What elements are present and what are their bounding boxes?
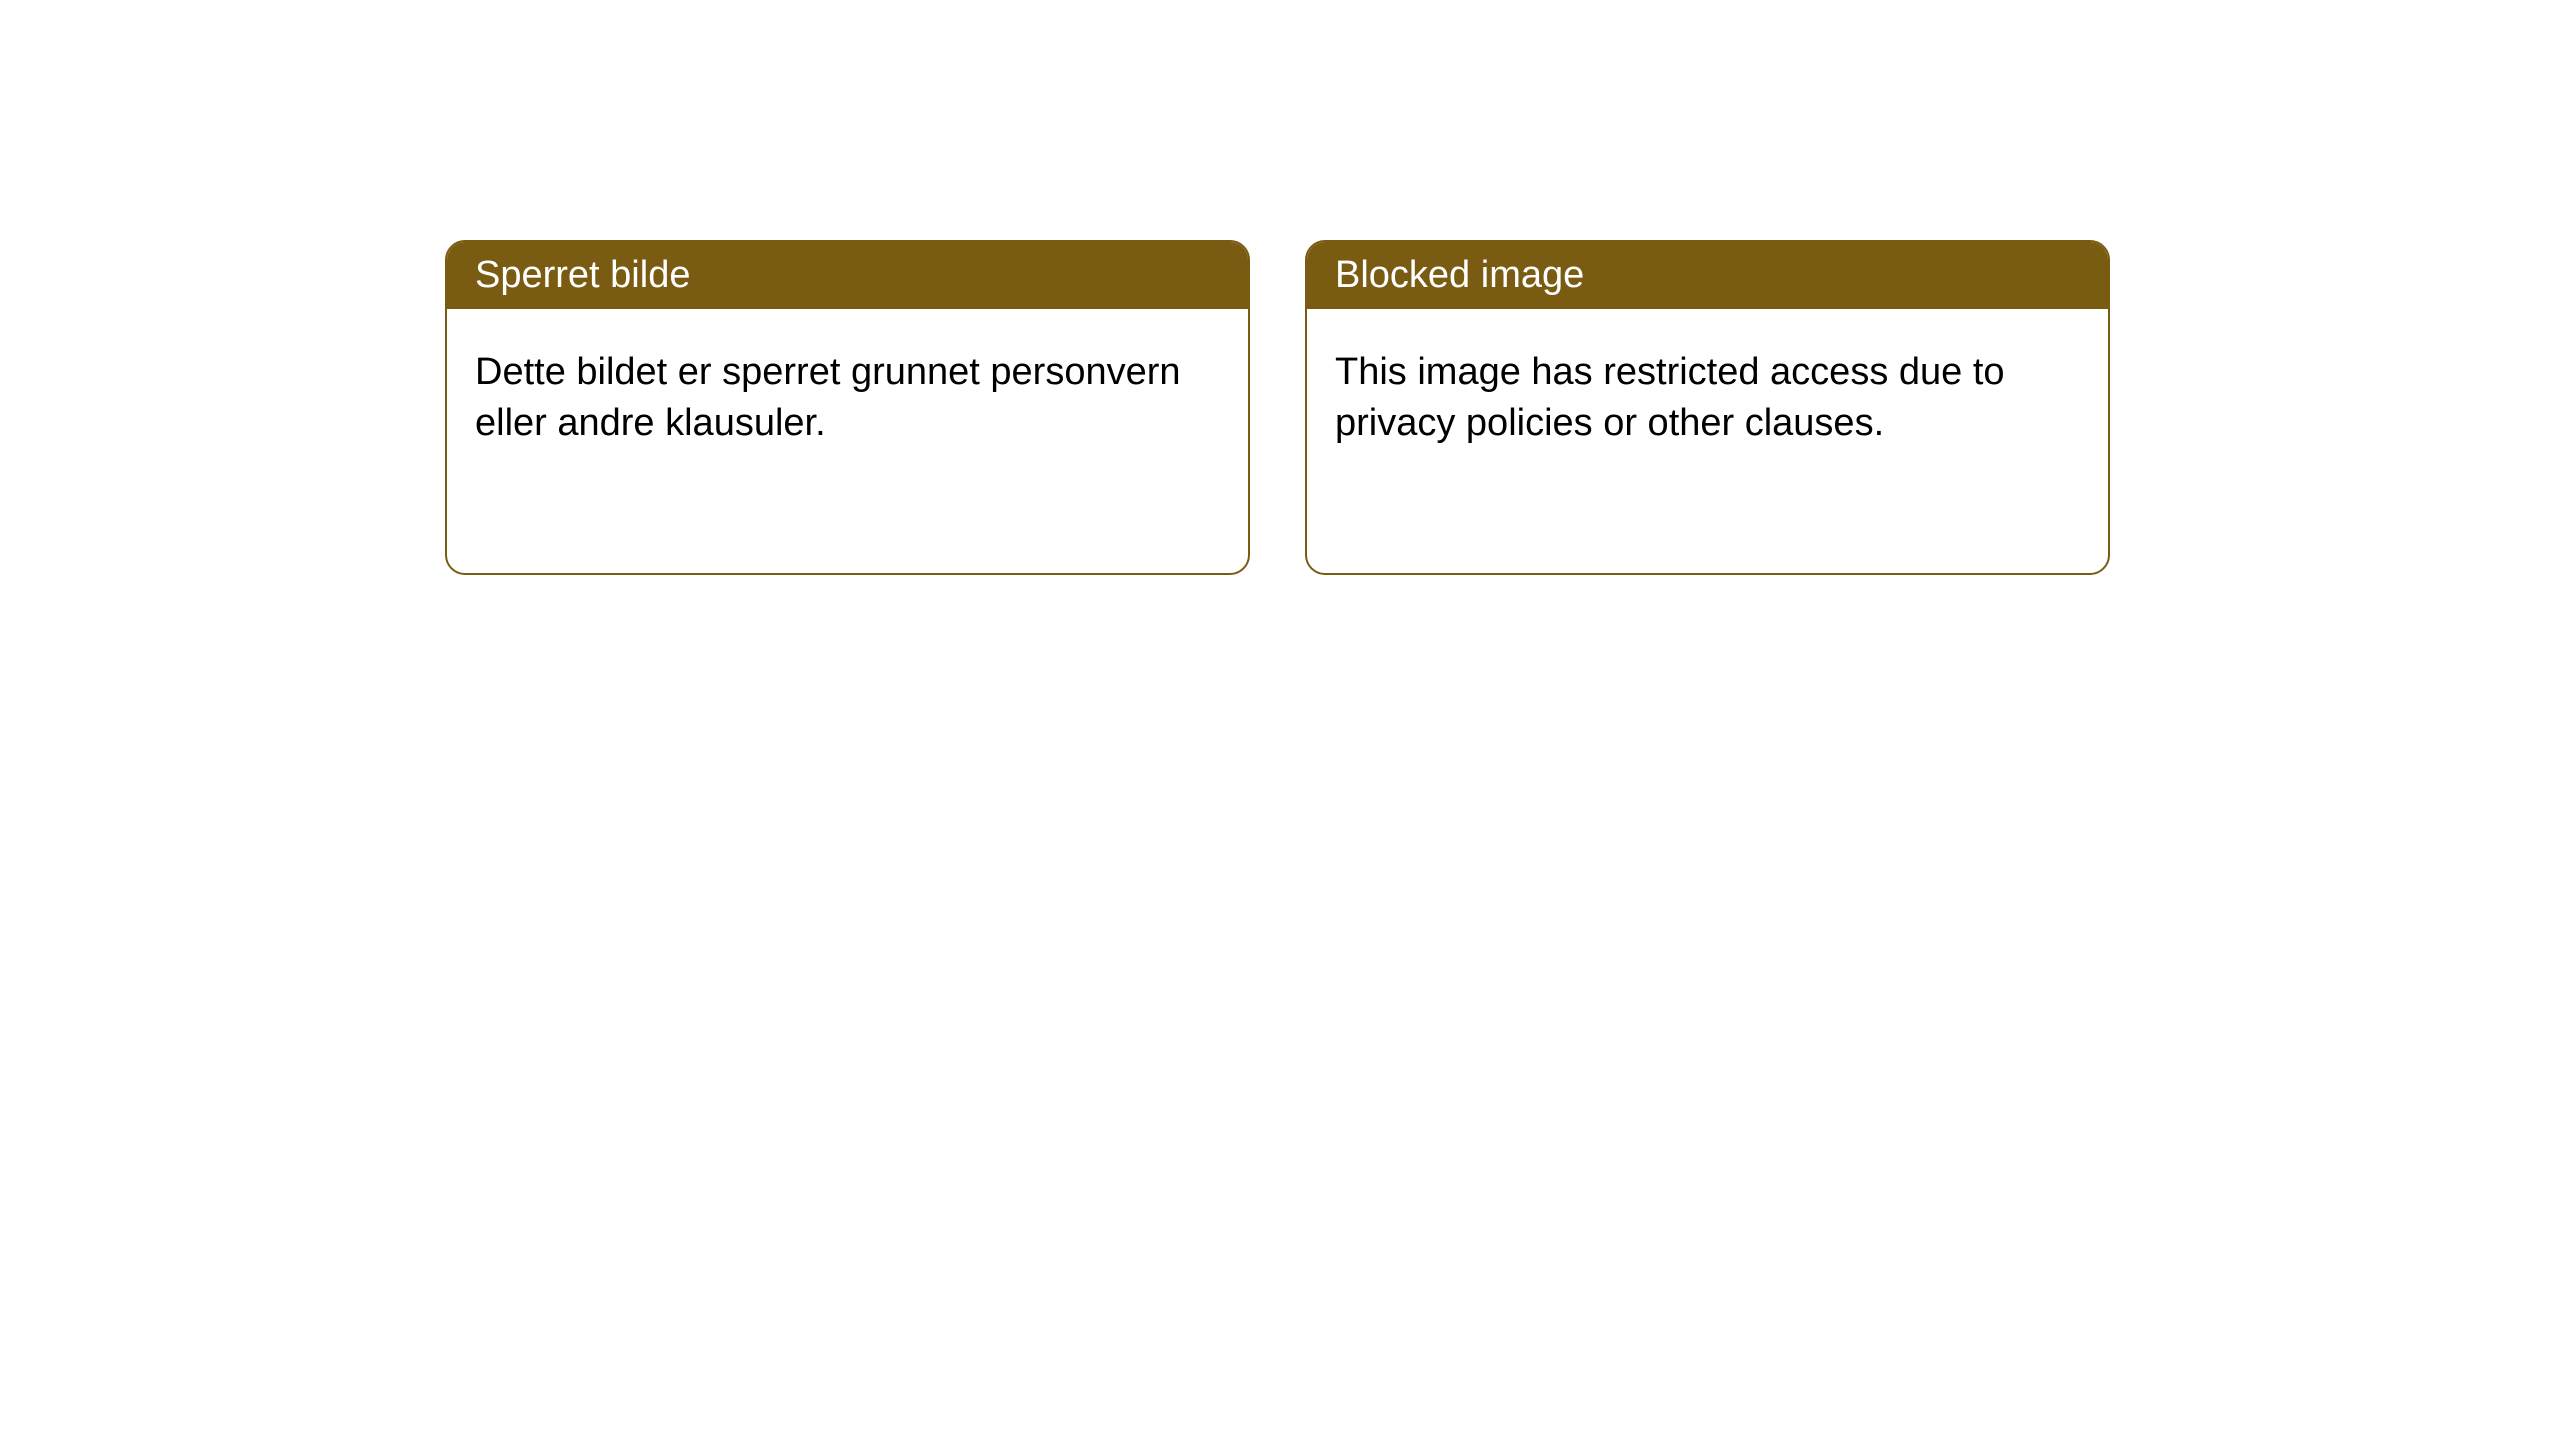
card-body-no: Dette bildet er sperret grunnet personve… <box>447 309 1248 488</box>
card-title-no: Sperret bilde <box>447 242 1248 309</box>
card-title-en: Blocked image <box>1307 242 2108 309</box>
blocked-image-card-no: Sperret bilde Dette bildet er sperret gr… <box>445 240 1250 575</box>
notice-container: Sperret bilde Dette bildet er sperret gr… <box>0 0 2560 575</box>
card-body-en: This image has restricted access due to … <box>1307 309 2108 488</box>
blocked-image-card-en: Blocked image This image has restricted … <box>1305 240 2110 575</box>
